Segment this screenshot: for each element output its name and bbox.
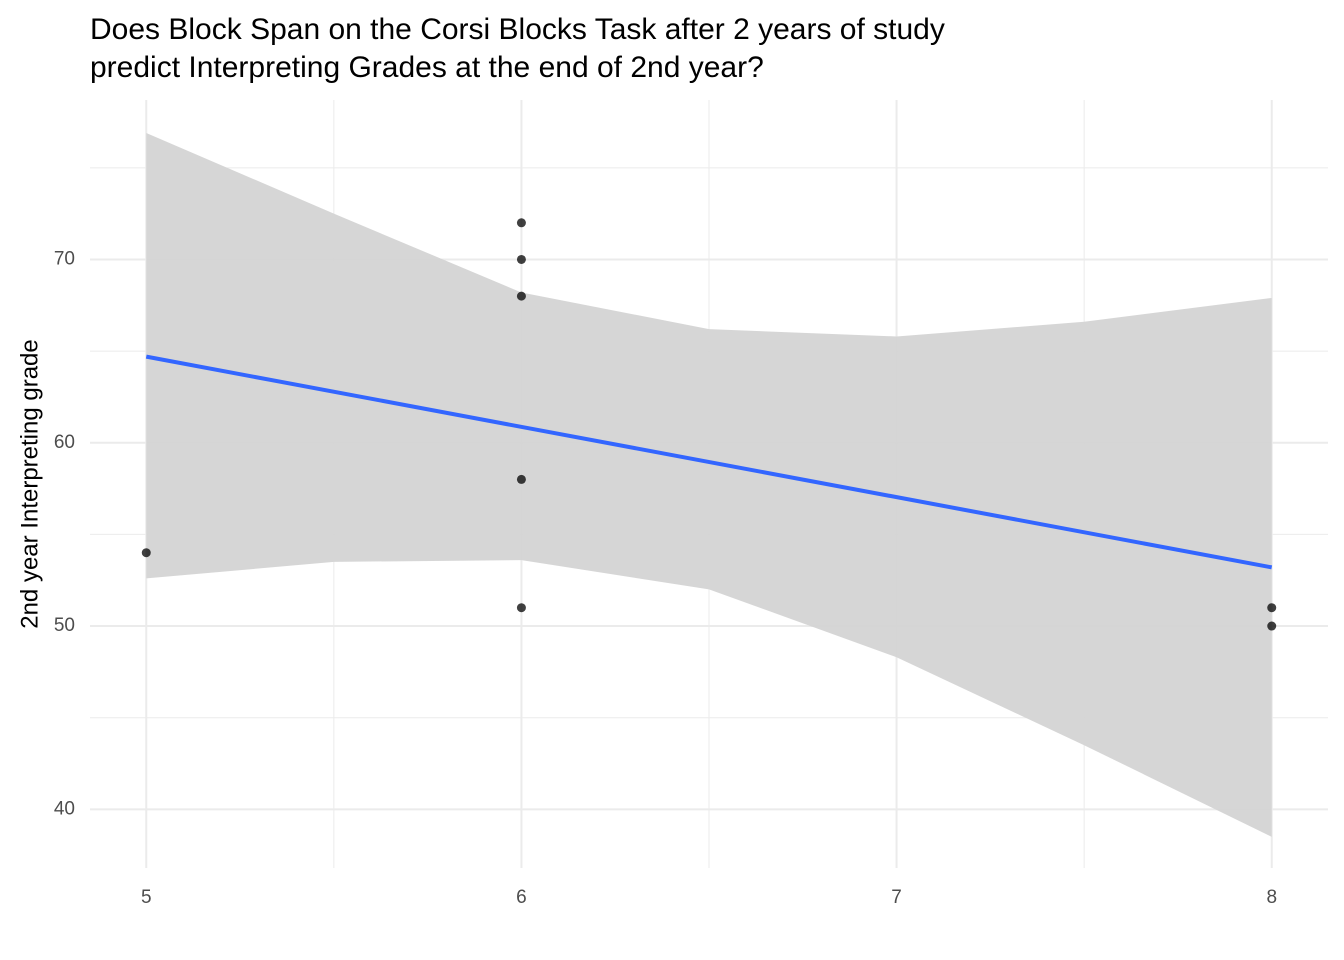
y-tick-label: 40: [54, 798, 75, 819]
x-tick-label: 5: [141, 887, 152, 908]
point: [516, 474, 526, 484]
point: [516, 291, 526, 301]
point: [516, 603, 526, 613]
y-tick-label: 50: [54, 615, 75, 636]
point: [1267, 603, 1277, 613]
confidence-band: [146, 132, 1272, 837]
fit-line: [145, 354, 1273, 570]
point: [1267, 621, 1277, 631]
x-tick-label: 7: [891, 887, 902, 908]
y-axis-label: 2nd year Interpreting grade: [16, 339, 43, 629]
point: [516, 254, 526, 264]
x-tick-label: 8: [1266, 887, 1277, 908]
y-tick-label: 60: [54, 432, 75, 453]
y-tick-label: 70: [54, 248, 75, 269]
chart-title: Does Block Span on the Corsi Blocks Task…: [90, 13, 945, 46]
point: [141, 548, 151, 558]
x-tick-label: 6: [516, 887, 527, 908]
point: [516, 218, 526, 228]
chart-title: predict Interpreting Grades at the end o…: [90, 51, 764, 84]
